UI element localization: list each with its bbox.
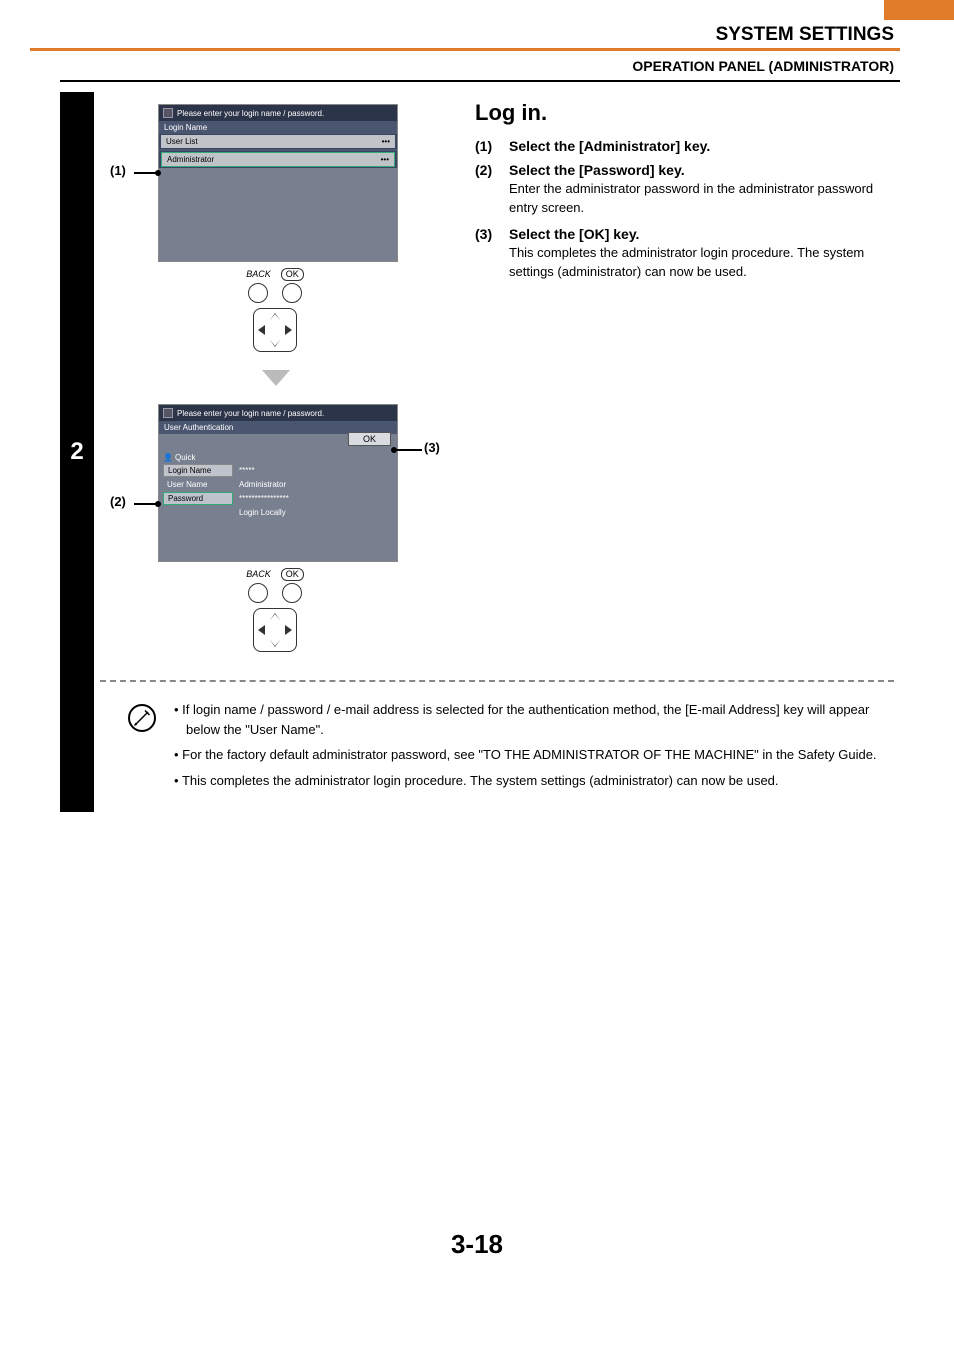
notes: If login name / password / e-mail addres…: [174, 700, 894, 796]
note-icon: [128, 704, 156, 732]
panel1-administrator-row[interactable]: Administrator•••: [161, 152, 395, 167]
panel1-user-list[interactable]: User List•••: [161, 135, 395, 148]
callout-1: (1): [110, 163, 126, 178]
panel-auth: Please enter your login name / password.…: [158, 404, 398, 562]
step2-text: Select the [Password] key.: [509, 162, 685, 178]
sub-header: OPERATION PANEL (ADMINISTRATOR): [632, 58, 894, 74]
step3-text: Select the [OK] key.: [509, 226, 639, 242]
ok-label-2: OK: [281, 568, 304, 581]
dpad-2[interactable]: [253, 608, 297, 652]
step3-desc: This completes the administrator login p…: [509, 244, 894, 282]
step3-num: (3): [475, 226, 509, 242]
step2-num: (2): [475, 162, 509, 178]
controls-1: BACK OK: [230, 268, 320, 352]
note-1: If login name / password / e-mail addres…: [174, 700, 894, 739]
panel-user-list: Please enter your login name / password.…: [158, 104, 398, 262]
panel2-prompt: Please enter your login name / password.: [177, 409, 324, 418]
step1-text: Select the [Administrator] key.: [509, 138, 710, 154]
ok-button-2[interactable]: [282, 583, 302, 603]
password-key[interactable]: Password: [163, 492, 233, 505]
user-name-key: User Name: [163, 479, 233, 490]
ok-label: OK: [281, 268, 304, 281]
password-value: ****************: [235, 493, 293, 504]
controls-2: BACK OK: [230, 568, 320, 652]
page-number: 3-18: [0, 1229, 954, 1260]
back-label: BACK: [246, 269, 271, 279]
back-button[interactable]: [248, 283, 268, 303]
auth-to-value: Login Locally: [235, 507, 290, 518]
login-name-value: *****: [235, 465, 259, 476]
user-name-value: Administrator: [235, 479, 290, 490]
panel2-ok-button[interactable]: OK: [348, 432, 391, 446]
header-title: SYSTEM SETTINGS: [716, 24, 894, 46]
ok-button[interactable]: [282, 283, 302, 303]
note-2: For the factory default administrator pa…: [174, 745, 894, 765]
callout-2: (2): [110, 494, 126, 509]
login-heading: Log in.: [475, 100, 894, 126]
back-label-2: BACK: [246, 569, 271, 579]
callout-3: (3): [424, 440, 440, 455]
step-number: 2: [60, 438, 94, 466]
step2-desc: Enter the administrator password in the …: [509, 180, 894, 218]
dpad[interactable]: [253, 308, 297, 352]
panel2-quick: Quick: [175, 453, 195, 462]
down-arrow-icon: [262, 370, 290, 386]
step1-num: (1): [475, 138, 509, 154]
instructions: Log in. (1)Select the [Administrator] ke…: [475, 100, 894, 289]
login-name-key[interactable]: Login Name: [163, 464, 233, 477]
note-3: This completes the administrator login p…: [174, 771, 894, 791]
panel1-login-name: Login Name: [159, 121, 397, 134]
back-button-2[interactable]: [248, 583, 268, 603]
panel1-prompt: Please enter your login name / password.: [177, 109, 324, 118]
